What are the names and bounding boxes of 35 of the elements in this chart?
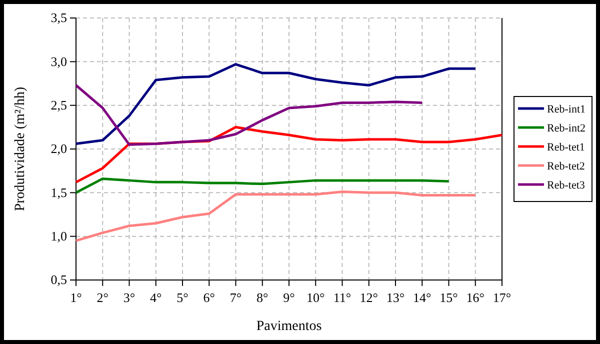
y-tick-label: 3,0 [50,54,67,69]
y-tick-label: 0,5 [50,272,67,288]
x-tick-label: 2° [96,290,108,305]
x-tick-label: 1° [70,290,82,305]
line-series [74,190,477,242]
y-tick-label: 1,0 [50,228,67,244]
x-tick-label: 5° [176,290,188,305]
x-tick-label: 12° [360,290,378,305]
y-tick-label: 1,5 [50,184,67,200]
x-tick-label: 8° [256,290,268,305]
line-series [74,63,477,146]
x-tick-label: 3° [123,290,136,305]
line-series [74,177,450,194]
legend-label: Reb-int1 [547,104,586,116]
y-tick-label: 2,5 [50,97,67,112]
line-series [74,84,424,146]
x-tick-label: 14° [413,290,432,305]
x-tick-label: 16° [466,290,484,305]
x-tick-label: 9° [283,290,295,305]
y-axis-title: Produtividade (m²/hh) [13,86,28,212]
x-axis-title: Pavimentos [256,319,322,334]
x-tick-label: 17° [492,290,512,305]
x-tick-label: 13° [386,290,405,305]
x-tick-label: 10° [306,290,325,305]
y-tick-label: 2,0 [50,141,67,156]
x-tick-label: 11° [333,290,352,305]
y-tick-label: 3,5 [50,10,67,26]
legend-label: Reb-tet1 [547,142,585,154]
legend-label: Reb-int2 [547,122,586,134]
x-tick-label: 6° [203,290,215,305]
legend-label: Reb-tet2 [547,160,585,172]
x-tick-label: 4° [150,290,162,305]
x-tick-label: 15° [440,290,458,305]
legend-label: Reb-tet3 [547,180,586,192]
x-tick-label: 7° [230,290,242,305]
